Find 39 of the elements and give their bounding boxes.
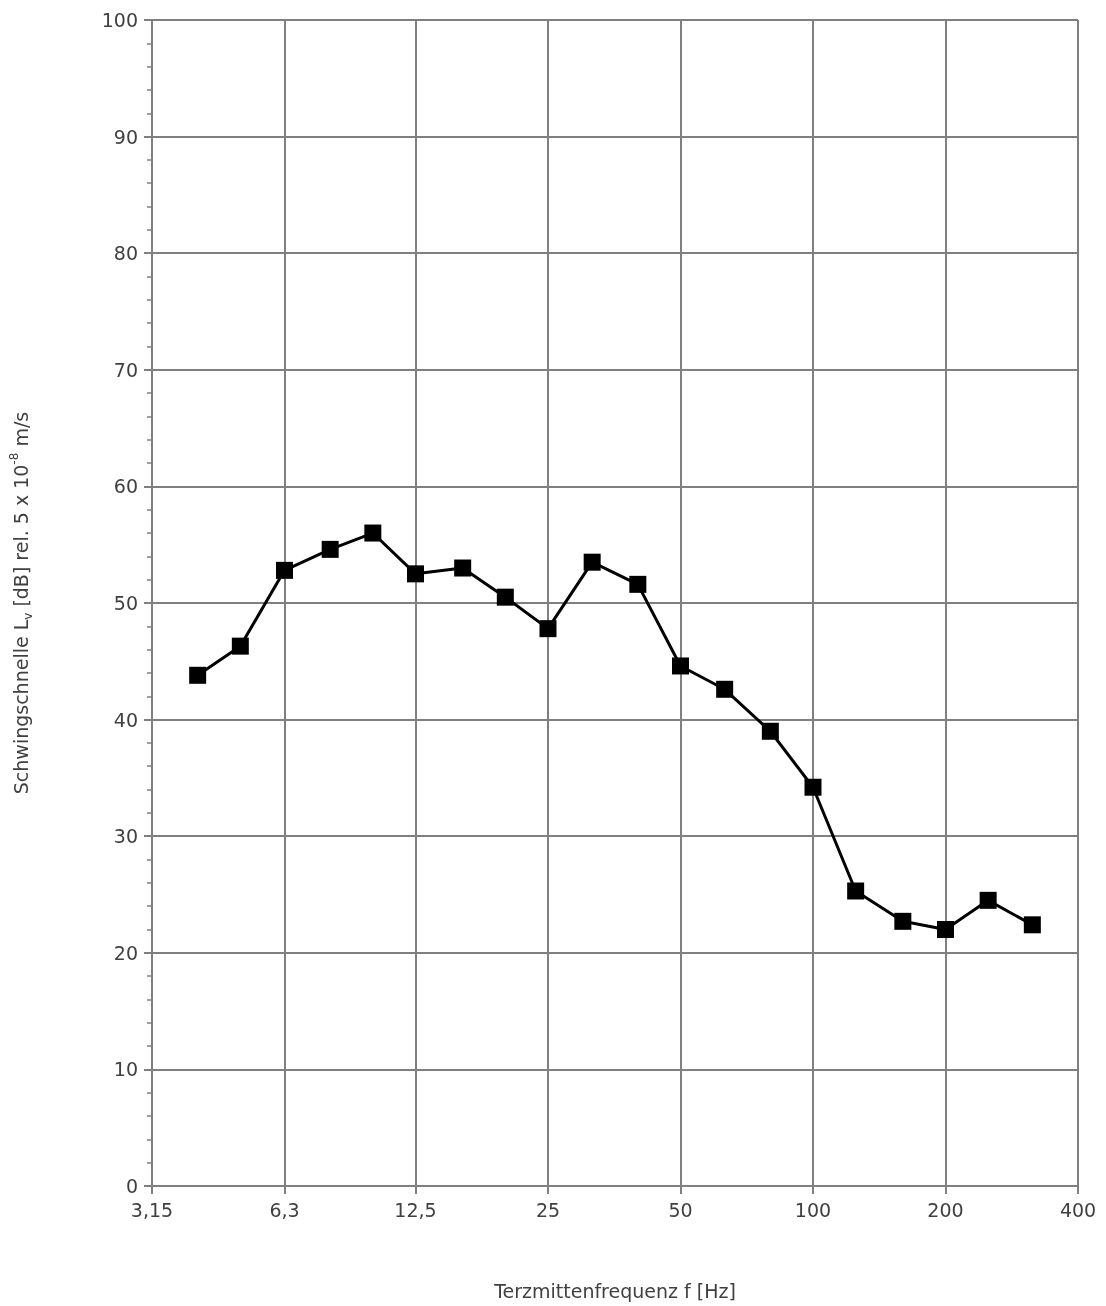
point (321, 540, 339, 558)
x-tick-label: 100 (794, 1198, 832, 1221)
point (671, 657, 689, 675)
x-tick-label: 3,15 (130, 1198, 174, 1221)
x-tick-label: 6,3 (269, 1198, 300, 1221)
point (716, 680, 734, 698)
y-tick-label: 10 (113, 1058, 138, 1081)
point (189, 666, 207, 684)
point (629, 575, 647, 593)
y-tick-label: 30 (113, 825, 138, 848)
point (979, 891, 997, 909)
y-tick-label: 60 (113, 475, 138, 498)
y-axis-title: Schwingschnelle Lv [dB] rel. 5 x 10-8 m/s (7, 411, 35, 795)
point (583, 553, 601, 571)
point (539, 620, 557, 638)
point (847, 882, 865, 900)
x-tick-label: 25 (535, 1198, 561, 1221)
y-tick-label: 70 (113, 358, 138, 381)
point (276, 561, 293, 579)
x-tick-label: 12,5 (394, 1198, 437, 1221)
x-tick-label: 400 (1059, 1198, 1097, 1221)
y-tick-label: 50 (113, 592, 138, 614)
y-tick-label: 20 (113, 941, 138, 964)
point (804, 778, 822, 796)
y-tick-label: 40 (113, 708, 138, 731)
y-tick-label: 80 (113, 242, 138, 265)
point (231, 637, 249, 655)
x-axis-title: Terzmittenfrequenz f [Hz] (493, 1280, 736, 1302)
y-tick-label: 90 (113, 125, 138, 148)
point (1023, 916, 1041, 934)
x-tick-label: 200 (927, 1198, 964, 1221)
y-tick-label: 0 (125, 1175, 138, 1197)
point (364, 524, 382, 542)
y-tick-label: 100 (101, 9, 138, 31)
point (761, 722, 779, 740)
point (496, 588, 514, 606)
point (937, 920, 954, 938)
point (406, 565, 424, 583)
x-tick-label: 50 (668, 1198, 693, 1221)
